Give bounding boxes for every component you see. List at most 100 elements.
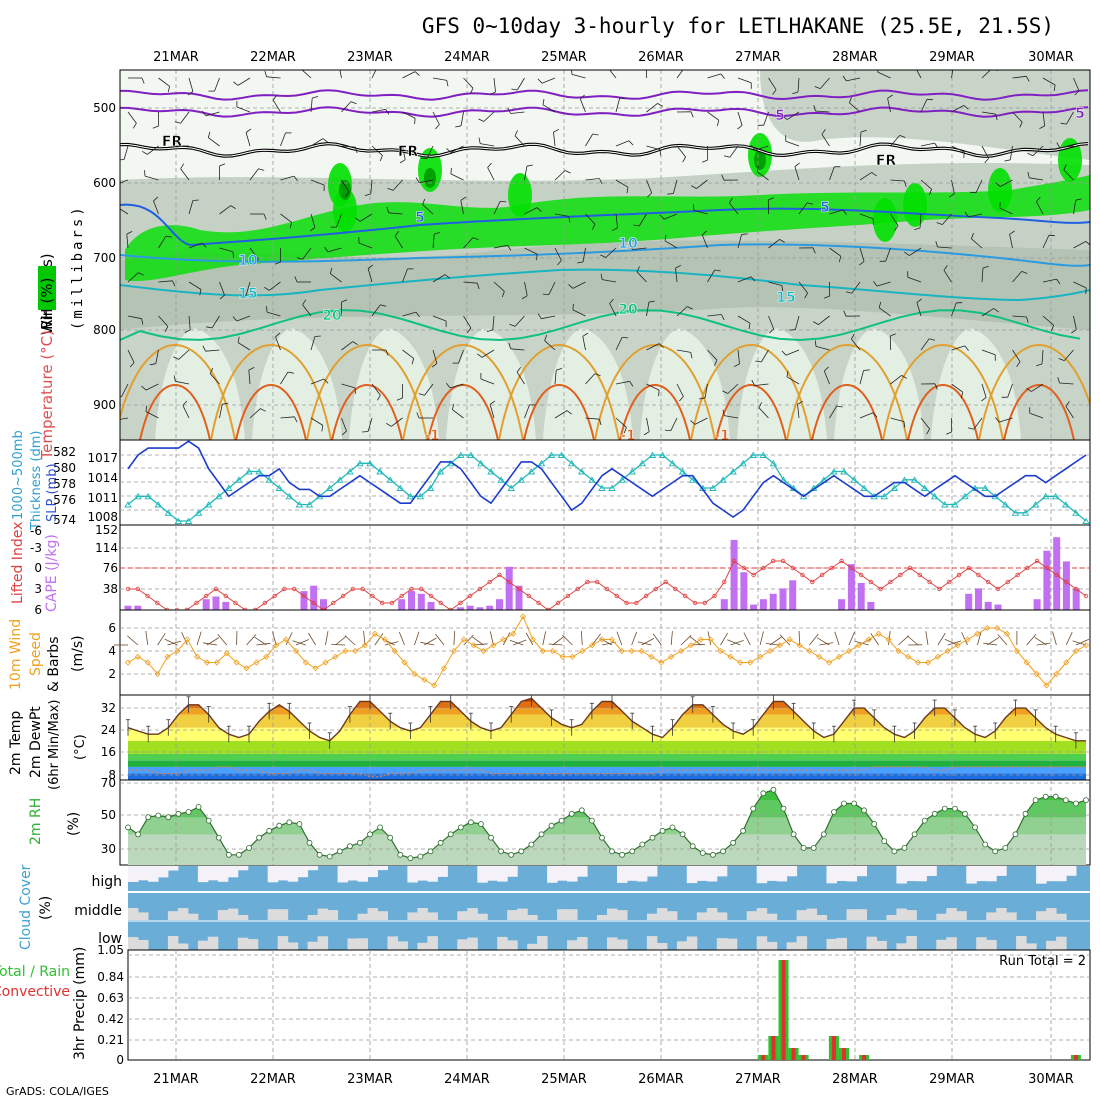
cloud-low-gap <box>656 943 668 950</box>
wind-barb <box>310 213 316 228</box>
isotherm-hot <box>715 383 787 440</box>
wind-barb-flag <box>455 125 462 128</box>
thickness-marker <box>668 459 677 467</box>
wind10-barb <box>203 642 217 646</box>
wind-barb-flag <box>1027 152 1034 157</box>
wind-barb <box>646 145 661 150</box>
rh2m-marker <box>518 848 525 855</box>
cloud-middle-gap <box>656 908 668 920</box>
wind-barb-flag <box>418 393 425 396</box>
tick-label: 500 <box>93 101 116 115</box>
cloud-high-gap <box>696 866 708 881</box>
thickness-marker <box>860 484 868 491</box>
wind10-marker <box>658 659 665 666</box>
wind-barb <box>859 247 865 262</box>
cloud-middle-gap <box>467 908 478 920</box>
wind-barb-flag <box>232 316 238 322</box>
isotherm-warm <box>882 343 1004 440</box>
wind-barb <box>582 247 586 262</box>
thickness-marker <box>457 451 465 458</box>
wind-barb <box>493 77 496 92</box>
wind10-marker <box>1082 642 1090 649</box>
wind-barb-flag <box>894 225 899 231</box>
wind-barb <box>553 132 556 147</box>
wind-barb <box>510 348 525 351</box>
wind-barb <box>795 315 800 330</box>
cloud-high-gap <box>167 866 179 871</box>
li-marker <box>790 565 795 571</box>
wind-barb-flag <box>450 167 452 174</box>
wind10-barb <box>898 635 910 646</box>
cloud-middle-gap <box>277 909 289 920</box>
wind-barb <box>646 343 660 351</box>
cloud-high-gap <box>307 866 319 871</box>
wind10-barb <box>870 633 879 646</box>
wind10-marker <box>144 659 151 666</box>
isotherm-warm <box>120 343 236 440</box>
tick-label: 3 <box>34 582 42 596</box>
dewpt2m-line <box>128 766 1086 778</box>
wind-barb <box>341 341 353 351</box>
cloud-low-gap <box>207 936 219 950</box>
wind-barb-flag <box>153 196 159 202</box>
wind-barb-flag <box>599 178 603 185</box>
cape-bar <box>222 601 230 610</box>
rh2m-units: (%) <box>66 812 82 836</box>
wind-barb-flag <box>344 191 350 197</box>
wind10-barb <box>295 639 309 646</box>
wind-barb <box>402 311 417 317</box>
wind-barb-flag <box>789 329 796 331</box>
cloud-high-gap <box>237 866 249 871</box>
cloud-middle-gap <box>996 908 1007 920</box>
cloud-high-gap <box>547 866 558 883</box>
wind-barb-flag <box>289 222 293 229</box>
wind-barb <box>890 213 899 226</box>
isotherm-hot <box>235 383 307 440</box>
cloud-low-gap <box>866 936 877 950</box>
rh2m-marker <box>710 851 716 858</box>
thickness-marker <box>598 484 606 491</box>
wind-barb <box>968 213 983 218</box>
wind-barb <box>615 417 627 428</box>
wind-barb <box>120 208 129 215</box>
wind-barb <box>1029 177 1044 181</box>
wind-barb <box>524 247 538 255</box>
wind-barb <box>756 171 769 181</box>
cloud-high-gap <box>407 866 418 883</box>
wind-barb <box>188 315 191 330</box>
wind-barb-flag <box>982 265 989 269</box>
wind-barb-flag <box>929 338 936 341</box>
slp-label: SLP (mb) <box>45 463 60 522</box>
cloud-low-gap <box>796 936 808 950</box>
cape-bar <box>134 605 142 610</box>
cloud-low-gap <box>986 939 997 950</box>
wind-barb <box>266 76 281 79</box>
cloud-panel: high middle low Cloud Cover (%) <box>18 864 1090 950</box>
wind10-marker <box>599 636 606 643</box>
wind-barb <box>554 170 566 181</box>
thickness-marker <box>799 492 808 500</box>
wind-barb <box>707 73 722 79</box>
thickness-marker <box>930 492 939 500</box>
isotherm-10 <box>120 243 1090 267</box>
rh-light-blob <box>931 328 1021 440</box>
wind10m-panel: 6 4 2 10m Wind Speed & Barbs (m/s) <box>8 609 1091 696</box>
precip-conv-bar <box>761 1055 766 1060</box>
cloud-middle-gap <box>1056 913 1067 920</box>
wind-barb <box>178 349 190 360</box>
thickness-marker <box>426 484 435 491</box>
isotherm-warm <box>498 343 620 440</box>
cloud-high-label: high <box>91 874 122 890</box>
wind-barb <box>339 70 342 79</box>
cloud-middle-gap <box>716 912 728 920</box>
wind-barb <box>371 304 381 317</box>
tick-label: 574 <box>53 513 76 527</box>
wind10-marker <box>668 653 675 660</box>
cloud-low-gap <box>826 938 837 950</box>
wind-barb-flag <box>521 295 528 300</box>
wind-barb <box>696 179 708 189</box>
rh2m-marker <box>145 814 152 821</box>
cloud-middle-gap <box>138 912 149 920</box>
tick-label: 6 <box>108 621 116 635</box>
li-marker <box>663 579 668 585</box>
